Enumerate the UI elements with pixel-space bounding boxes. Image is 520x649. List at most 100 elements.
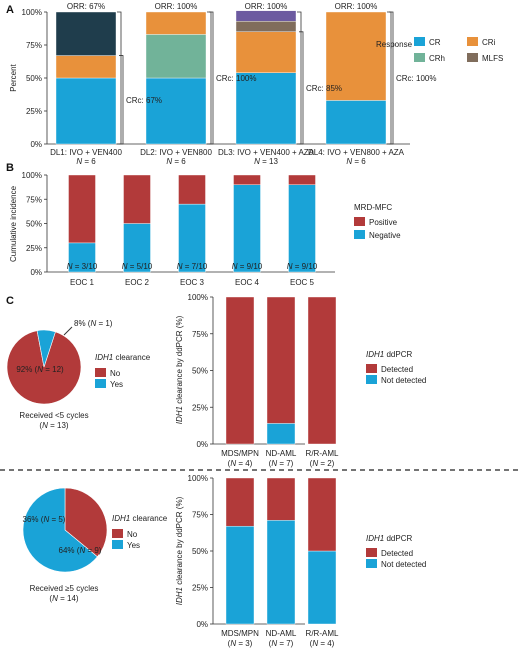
chart-c-bottom-y-tick-label: 100% xyxy=(188,474,208,483)
chart-a-orr-bracket xyxy=(207,11,212,145)
B-bar-negative xyxy=(288,184,316,273)
A-bar-cr xyxy=(145,77,207,145)
chart-a-legend-mlfs-swatch xyxy=(467,53,478,62)
B-bar-negative xyxy=(123,223,151,273)
panel-label-c: C xyxy=(6,295,14,307)
chart-c-pie-bottom-legend-title: IDH1 clearance xyxy=(112,514,168,523)
chart-c-bottom-bar-detected xyxy=(307,477,337,552)
chart-c-pie-top-slice-yes xyxy=(36,329,56,368)
chart-c-bottom-y-label: IDH1 clearance by ddPCR (%) xyxy=(175,496,184,605)
chart-c-pie-top-label-yes: 8% (N = 1) xyxy=(74,319,113,328)
chart-c-top-y-tick-label: 100% xyxy=(188,293,208,302)
A-bar-crh xyxy=(145,34,207,79)
chart-a-crc-bracket xyxy=(299,31,304,145)
chart-a-crc-label: CRc: 67% xyxy=(126,96,162,105)
chart-c-pie-top-leader xyxy=(63,326,73,336)
chart-b-legend-positive-swatch xyxy=(354,217,365,226)
A-bar-pr xyxy=(235,10,297,22)
A-bar-cr xyxy=(235,72,297,145)
chart-c-top-x-tick-label: R/R-AML xyxy=(306,449,339,458)
chart-a-orr-label: ORR: 100% xyxy=(155,2,198,11)
chart-c-pie-bottom-legend-no-swatch xyxy=(112,529,123,538)
chart-b-n-label: N = 9/10 xyxy=(232,262,263,271)
chart-c-bottom-legend-not-detected-swatch xyxy=(366,559,377,568)
chart-c-top-n-label: (N = 4) xyxy=(228,459,253,468)
chart-a-n-label: N = 6 xyxy=(76,157,96,166)
chart-c-top-legend-not-detected-label: Not detected xyxy=(381,376,426,385)
panel-label-a: A xyxy=(6,4,14,16)
chart-c-bottom-legend-detected-label: Detected xyxy=(381,549,413,558)
chart-a-n-label: N = 6 xyxy=(166,157,186,166)
chart-c-pie-bottom-slice-yes xyxy=(22,487,98,573)
chart-a-legend-cr-swatch xyxy=(414,37,425,46)
B-bar-positive xyxy=(178,174,206,205)
chart-b-y-tick-label: 25% xyxy=(26,244,42,253)
chart-c-bottom-x-tick-label: MDS/MPN xyxy=(221,629,259,638)
chart-b-n-label: N = 9/10 xyxy=(287,262,318,271)
A-bar-nr xyxy=(55,11,117,56)
chart-a-legend-cri-swatch xyxy=(467,37,478,46)
chart-c-top-x-tick-label: MDS/MPN xyxy=(221,449,259,458)
chart-a-y-tick-label: 50% xyxy=(26,74,42,83)
B-bar-positive xyxy=(68,174,96,244)
chart-b-y-label: Cumulative incidence xyxy=(9,185,18,262)
chart-a-orr-label: ORR: 100% xyxy=(335,2,378,11)
chart-c-top-legend-title: IDH1 ddPCR xyxy=(366,350,412,359)
panel-label-b: B xyxy=(6,162,14,174)
chart-b-n-label: N = 5/10 xyxy=(122,262,153,271)
chart-a-y-tick-label: 75% xyxy=(26,41,42,50)
chart-a-crc-bracket xyxy=(389,11,394,145)
chart-c-pie-bottom-caption: Received ≥5 cycles xyxy=(30,584,99,593)
chart-a-crc-label: CRc: 100% xyxy=(396,74,436,83)
chart-a-legend-crh-swatch xyxy=(414,53,425,62)
B-bar-positive xyxy=(123,174,151,224)
chart-a-crc-label: CRc: 85% xyxy=(306,84,342,93)
B-bar-positive xyxy=(288,174,316,185)
chart-c-bottom-n-label: (N = 4) xyxy=(310,639,335,648)
A-bar-cri xyxy=(325,11,387,101)
chart-c-top-legend-detected-swatch xyxy=(366,364,377,373)
chart-c-pie-top-label-no: 92% (N = 12) xyxy=(16,365,64,374)
chart-c-top-y-tick-label: 0% xyxy=(196,440,208,449)
A-bar-mlfs xyxy=(235,21,297,33)
chart-c-pie-top-slice-no xyxy=(6,330,82,405)
chart-a-x-tick-label: DL3: IVO + VEN400 + AZA xyxy=(218,148,315,157)
chart-b-y-tick-label: 100% xyxy=(22,171,42,180)
chart-c-top-n-label: (N = 2) xyxy=(310,459,335,468)
chart-c-top-x-tick-label: ND-AML xyxy=(266,449,297,458)
chart-c-top-bar-detected xyxy=(225,296,255,445)
chart-b-x-tick-label: EOC 4 xyxy=(235,278,260,287)
chart-a-x-tick-label: DL4: IVO + VEN800 + AZA xyxy=(308,148,405,157)
chart-b-y-tick-label: 0% xyxy=(30,268,42,277)
chart-c-pie-top-caption: Received <5 cycles xyxy=(19,411,88,420)
chart-c-top-y-tick-label: 50% xyxy=(192,367,208,376)
chart-a-y-tick-label: 100% xyxy=(22,8,42,17)
chart-c-pie-top-legend-yes-swatch xyxy=(95,379,106,388)
chart-c-bottom-y-tick-label: 75% xyxy=(192,511,208,520)
chart-c-pie-top-caption-n: (N = 13) xyxy=(39,421,68,430)
chart-c-top-y-tick-label: 75% xyxy=(192,330,208,339)
chart-b-legend-negative-label: Negative xyxy=(369,231,401,240)
chart-a-y-tick-label: 25% xyxy=(26,107,42,116)
chart-b-n-label: N = 3/10 xyxy=(67,262,98,271)
B-bar-positive xyxy=(233,174,261,185)
chart-b-legend-title: MRD-MFC xyxy=(354,203,392,212)
chart-b-y-tick-label: 50% xyxy=(26,220,42,229)
chart-a-orr-label: ORR: 67% xyxy=(67,2,105,11)
chart-a-x-tick-label: DL2: IVO + VEN800 xyxy=(140,148,212,157)
chart-c-pie-bottom-legend-yes-label: Yes xyxy=(127,541,140,550)
chart-c-bottom-bar-not-detected xyxy=(307,550,337,625)
chart-c-bottom-bar-not-detected xyxy=(225,525,255,625)
chart-a-legend-title: Response xyxy=(376,40,413,49)
B-bar-negative xyxy=(233,184,261,273)
chart-a-legend-crh-label: CRh xyxy=(429,54,445,63)
chart-c-bottom-legend-title: IDH1 ddPCR xyxy=(366,534,412,543)
B-bar-negative xyxy=(68,242,96,273)
A-bar-cri xyxy=(235,31,297,73)
chart-b-n-label: N = 7/10 xyxy=(177,262,208,271)
chart-c-bottom-y-tick-label: 0% xyxy=(196,620,208,629)
chart-a-crc-bracket xyxy=(209,11,214,145)
chart-c-top-bar-not-detected xyxy=(266,423,296,445)
chart-a-y-label: Percent xyxy=(9,63,18,91)
